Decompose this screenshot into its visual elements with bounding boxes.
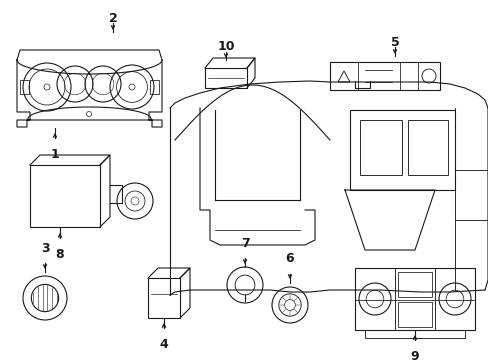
Text: 9: 9 (410, 350, 418, 360)
Text: 2: 2 (108, 12, 117, 24)
Text: 8: 8 (56, 248, 64, 261)
Text: 3: 3 (41, 242, 49, 255)
Bar (359, 120, 401, 175)
Text: 10: 10 (217, 40, 234, 54)
Bar (397, 302, 431, 327)
Text: 1: 1 (51, 148, 59, 161)
Bar (20, 80, 29, 94)
Bar (354, 268, 474, 330)
Bar (349, 110, 454, 190)
Bar (364, 330, 464, 338)
Bar (30, 165, 100, 227)
Bar (407, 120, 447, 175)
Text: 5: 5 (390, 36, 399, 49)
Text: 7: 7 (240, 237, 249, 250)
Bar (329, 62, 439, 90)
Bar (397, 272, 431, 297)
Bar (150, 80, 159, 94)
Bar (204, 68, 246, 88)
Text: 6: 6 (285, 252, 294, 265)
Text: 4: 4 (159, 338, 168, 351)
Bar (148, 278, 180, 318)
